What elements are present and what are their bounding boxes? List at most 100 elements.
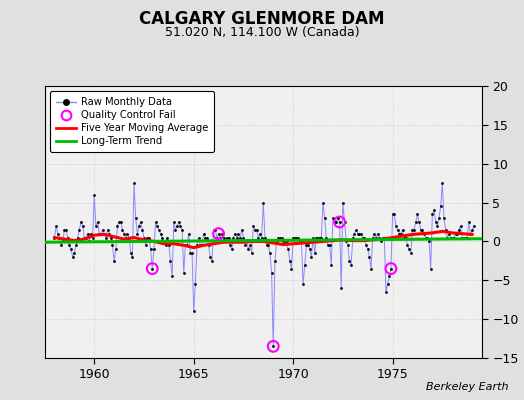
Point [410,226,418,233]
Point [85,238,93,245]
Point [216,234,224,241]
Point [156,230,165,237]
Point [53,230,62,237]
Point [327,262,335,268]
Point [62,226,70,233]
Point [367,266,375,272]
Point [436,203,445,210]
Point [181,242,190,248]
Point [113,223,122,229]
Point [153,223,161,229]
Point [246,242,254,248]
Point [69,254,77,260]
Point [256,230,264,237]
Point [279,238,287,245]
Point [92,223,100,229]
Point [354,230,362,237]
Point [468,226,476,233]
Point [143,234,151,241]
Point [425,238,433,245]
Point [108,242,117,248]
Point [335,219,344,225]
Point [374,230,382,237]
Point [302,242,311,248]
Point [97,230,105,237]
Point [135,223,143,229]
Point [193,242,201,248]
Point [221,238,230,245]
Point [227,246,236,252]
Point [80,234,89,241]
Point [146,246,155,252]
Point [223,234,231,241]
Point [312,234,321,241]
Point [163,234,171,241]
Point [184,230,193,237]
Point [82,234,90,241]
Point [103,226,112,233]
Point [348,234,357,241]
Point [460,234,468,241]
Point [190,308,198,314]
Point [365,254,374,260]
Point [243,238,251,245]
Text: 51.020 N, 114.100 W (Canada): 51.020 N, 114.100 W (Canada) [165,26,359,39]
Point [435,215,443,221]
Point [390,211,398,218]
Point [79,223,87,229]
Point [387,266,395,272]
Point [220,234,228,241]
Point [456,223,465,229]
Point [321,215,329,221]
Point [73,234,82,241]
Point [271,258,279,264]
Point [407,250,415,256]
Point [269,343,277,350]
Point [465,219,473,225]
Point [148,266,157,272]
Point [217,230,226,237]
Point [247,250,256,256]
Point [337,285,345,291]
Point [394,226,402,233]
Text: CALGARY GLENMORE DAM: CALGARY GLENMORE DAM [139,10,385,28]
Point [287,266,296,272]
Point [423,234,432,241]
Point [362,242,370,248]
Point [161,242,170,248]
Point [417,226,425,233]
Point [107,234,115,241]
Point [254,234,263,241]
Point [93,219,102,225]
Point [90,192,99,198]
Point [403,242,412,248]
Point [158,234,167,241]
Point [234,230,243,237]
Point [380,234,388,241]
Point [116,219,125,225]
Point [314,234,322,241]
Point [145,234,153,241]
Point [408,226,417,233]
Point [305,246,314,252]
Point [357,230,365,237]
Point [358,234,367,241]
Point [450,234,458,241]
Point [70,250,79,256]
Point [344,242,352,248]
Point [307,254,315,260]
Point [132,215,140,221]
Point [339,199,347,206]
Point [276,234,284,241]
Point [63,234,72,241]
Point [180,269,188,276]
Point [438,180,446,186]
Point [291,234,299,241]
Point [191,281,200,287]
Point [461,234,470,241]
Point [377,238,385,245]
Point [171,226,180,233]
Point [342,238,351,245]
Point [208,258,216,264]
Point [186,250,194,256]
